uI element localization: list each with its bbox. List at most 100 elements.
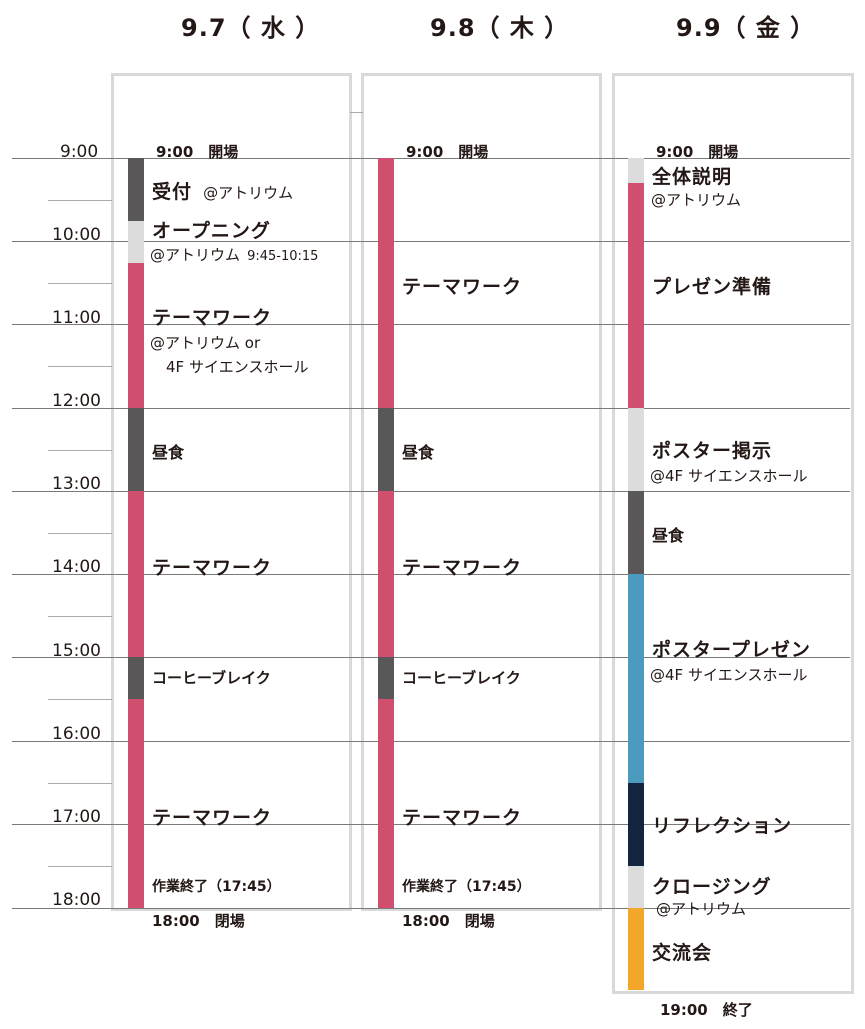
bar-theme-3 — [128, 699, 144, 908]
day-weekday: （ 水 ） — [226, 14, 321, 42]
opening-location: @アトリウム — [150, 246, 241, 264]
bar-lunch — [378, 408, 394, 491]
day3-poster-post: ポスター掲示 — [652, 440, 773, 462]
hour-line — [12, 158, 850, 159]
day1-close: 18:00 閉場 — [152, 912, 245, 930]
day3-lunch: 昼食 — [652, 526, 685, 545]
bar-party — [628, 908, 644, 990]
day1-theme-1: テーマワーク — [152, 307, 273, 329]
hour-label: 18:00 — [52, 890, 101, 910]
day-title-1: 9.7（ 水 ） — [181, 8, 320, 43]
half-hour-tick — [48, 200, 112, 201]
day2-lunch: 昼食 — [402, 443, 435, 462]
day2-theme-1: テーマワーク — [402, 276, 523, 298]
column-day-2 — [361, 73, 602, 911]
day3-end: 19:00 終了 — [660, 1001, 753, 1019]
hour-line — [12, 908, 850, 909]
day3-briefing: 全体説明 — [652, 166, 733, 188]
day2-theme-2: テーマワーク — [402, 557, 523, 579]
opening-time: 9:45-10:15 — [247, 249, 319, 264]
day-title-3: 9.9（ 金 ） — [676, 8, 815, 43]
day3-party: 交流会 — [652, 942, 713, 964]
hour-label: 11:00 — [52, 308, 101, 328]
bar-poster-post — [628, 408, 644, 491]
day1-reception: 受付 @アトリウム — [152, 177, 293, 204]
day3-poster-post-loc: @4F サイエンスホール — [650, 467, 808, 485]
bar-coffee — [128, 657, 144, 699]
half-hour-tick — [48, 616, 112, 617]
hour-label: 14:00 — [52, 557, 101, 577]
day3-closing-loc: @アトリウム — [656, 900, 747, 918]
day2-coffee: コーヒーブレイク — [402, 669, 521, 687]
day-date: 9.7 — [181, 14, 227, 42]
day-date: 9.8 — [430, 14, 476, 42]
day3-reflection: リフレクション — [652, 815, 793, 837]
day-weekday: （ 木 ） — [475, 14, 570, 42]
bar-opening — [128, 221, 144, 263]
bar-theme-2 — [128, 491, 144, 657]
day1-opening-loc: @アトリウム 9:45-10:15 — [150, 244, 318, 265]
half-hour-tick — [48, 699, 112, 700]
hour-line — [12, 491, 850, 492]
day1-coffee: コーヒーブレイク — [152, 669, 271, 687]
bar-theme-2 — [378, 491, 394, 657]
day1-open: 9:00 開場 — [156, 143, 239, 161]
day-weekday: （ 金 ） — [721, 14, 816, 42]
column-day-3 — [612, 73, 854, 994]
bar-lunch — [128, 408, 144, 491]
hour-line — [12, 741, 850, 742]
hour-label: 9:00 — [60, 142, 99, 162]
half-hour-tick — [48, 533, 112, 534]
reception-location: @アトリウム — [203, 184, 294, 202]
day1-end-work: 作業終了（17:45） — [152, 879, 281, 895]
hour-label: 10:00 — [52, 225, 101, 245]
day2-end-work: 作業終了（17:45） — [402, 879, 531, 895]
bar-theme-1 — [128, 263, 144, 408]
day1-theme-3: テーマワーク — [152, 807, 273, 829]
reception-title: 受付 — [152, 181, 193, 203]
hour-line — [12, 324, 850, 325]
bar-reflection — [628, 783, 644, 866]
bar-prep — [628, 183, 644, 408]
day1-opening: オープニング — [152, 220, 271, 242]
bar-theme-3 — [378, 699, 394, 908]
hour-label: 15:00 — [52, 641, 101, 661]
day2-open: 9:00 開場 — [406, 143, 489, 161]
day3-briefing-loc: @アトリウム — [651, 191, 742, 209]
half-hour-tick — [48, 366, 112, 367]
half-hour-tick — [48, 783, 112, 784]
hour-line — [12, 408, 850, 409]
half-hour-tick — [48, 866, 112, 867]
bar-reception — [128, 158, 144, 221]
bar-poster-pres — [628, 574, 644, 783]
bar-theme-1 — [378, 158, 394, 408]
day1-theme-2: テーマワーク — [152, 557, 273, 579]
hour-label: 12:00 — [52, 391, 101, 411]
hour-line — [12, 657, 850, 658]
bar-lunch — [628, 491, 644, 574]
day2-close: 18:00 閉場 — [402, 912, 495, 930]
hour-line — [12, 574, 850, 575]
half-hour-tick — [48, 283, 112, 284]
day3-closing: クロージング — [652, 876, 772, 898]
day-date: 9.9 — [676, 14, 722, 42]
day3-prep: プレゼン準備 — [652, 276, 773, 298]
day3-poster-pres: ポスタープレゼン — [652, 639, 811, 661]
hour-label: 13:00 — [52, 474, 101, 494]
day3-poster-pres-loc: @4F サイエンスホール — [650, 666, 808, 684]
bar-closing — [628, 866, 644, 908]
day1-theme-1-loc1: @アトリウム or — [150, 334, 261, 352]
half-hour-tick — [48, 450, 112, 451]
hour-label: 16:00 — [52, 724, 101, 744]
day3-open: 9:00 開場 — [656, 143, 739, 161]
hour-label: 17:00 — [52, 807, 101, 827]
hour-line — [12, 824, 850, 825]
hour-line — [12, 241, 850, 242]
day2-theme-3: テーマワーク — [402, 807, 523, 829]
day-title-2: 9.8（ 木 ） — [430, 8, 569, 43]
bar-briefing — [628, 158, 644, 183]
top-connector-line — [350, 112, 363, 113]
column-day-1 — [111, 73, 352, 911]
day1-theme-1-loc2: 4F サイエンスホール — [166, 358, 309, 376]
bar-coffee — [378, 657, 394, 699]
